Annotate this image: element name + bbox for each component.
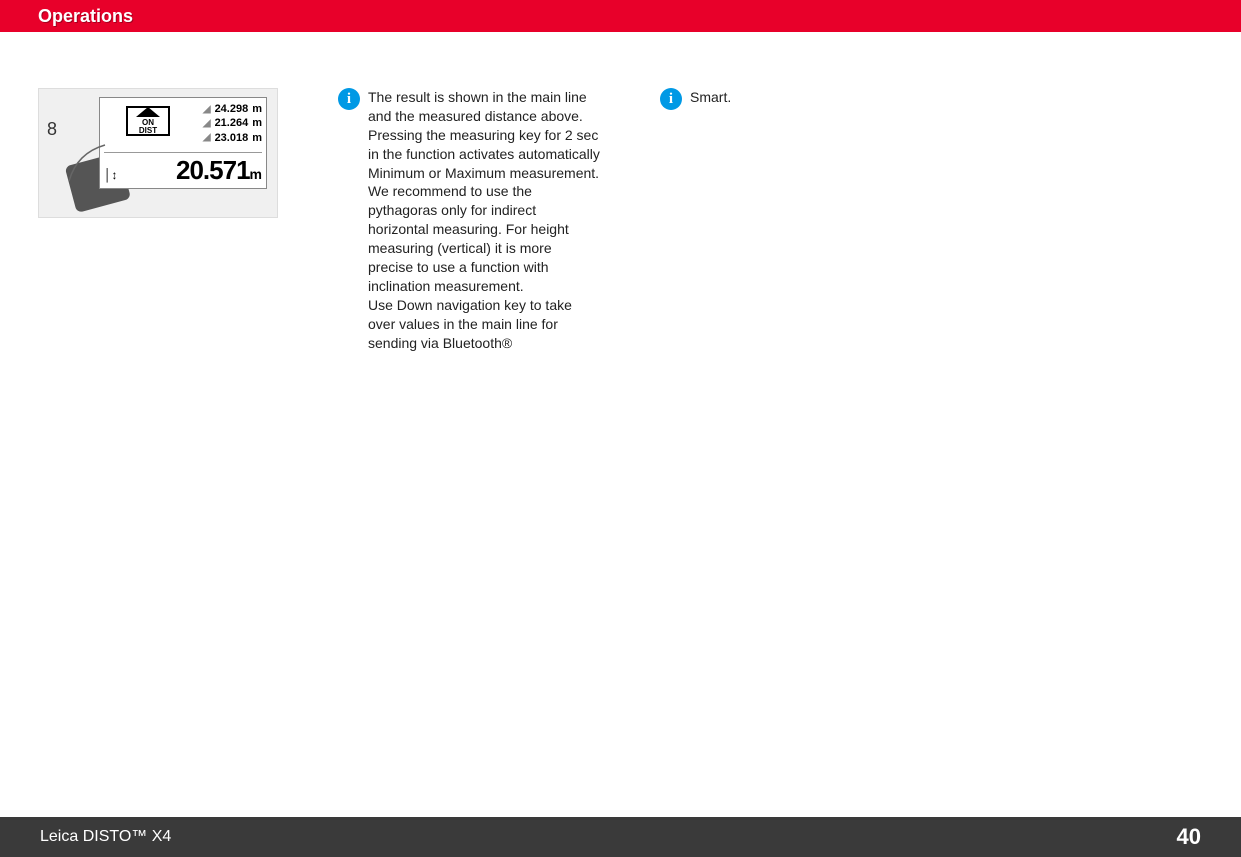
device-body: ON DIST ◢ 24.298m ◢ 21.264m ◢ 23.018m xyxy=(77,97,273,213)
info-block-1: i The result is shown in the main line a… xyxy=(338,88,600,352)
main-measurement-value: 20.571 xyxy=(176,155,250,185)
main-measurement-unit: m xyxy=(250,166,262,182)
footer-page-number: 40 xyxy=(1177,824,1201,850)
measurement-unit: m xyxy=(252,102,262,116)
on-dist-button-icon: ON DIST xyxy=(126,106,170,136)
dist-label: DIST xyxy=(139,127,157,135)
content-area: 8 ON DIST ◢ 24.298m ◢ 21.264m xyxy=(0,32,1241,352)
main-measurement: │↕ 20.571m xyxy=(104,152,262,186)
pythagoras-result-icon: │↕ xyxy=(104,168,118,182)
measurement-unit: m xyxy=(252,116,262,130)
footer-bar: Leica DISTO™ X4 40 xyxy=(0,817,1241,857)
measurement-row: ◢ 24.298m xyxy=(172,102,262,116)
device-screen: ON DIST ◢ 24.298m ◢ 21.264m ◢ 23.018m xyxy=(99,97,267,189)
info-icon: i xyxy=(338,88,360,110)
pythagoras-icon: ◢ xyxy=(203,103,211,116)
pythagoras-icon: ◢ xyxy=(203,131,211,144)
measurement-value: 23.018 xyxy=(215,131,249,145)
measurement-row: ◢ 23.018m xyxy=(172,131,262,145)
measurement-row: ◢ 21.264m xyxy=(172,116,262,130)
info-icon: i xyxy=(660,88,682,110)
measurement-value: 24.298 xyxy=(215,102,249,116)
measurements-list: ◢ 24.298m ◢ 21.264m ◢ 23.018m xyxy=(172,102,262,145)
info-text: The result is shown in the main line and… xyxy=(368,88,600,352)
pythagoras-icon: ◢ xyxy=(203,117,211,130)
info-block-2: i Smart. xyxy=(660,88,860,110)
info-text: Smart. xyxy=(690,88,731,107)
footer-product-name: Leica DISTO™ X4 xyxy=(40,828,171,846)
triangle-up-icon xyxy=(136,107,160,117)
measurement-value: 21.264 xyxy=(215,116,249,130)
header-title: Operations xyxy=(38,6,133,27)
measurement-unit: m xyxy=(252,131,262,145)
header-bar: Operations xyxy=(0,0,1241,32)
device-figure: 8 ON DIST ◢ 24.298m ◢ 21.264m xyxy=(38,88,278,218)
step-number: 8 xyxy=(47,119,57,140)
